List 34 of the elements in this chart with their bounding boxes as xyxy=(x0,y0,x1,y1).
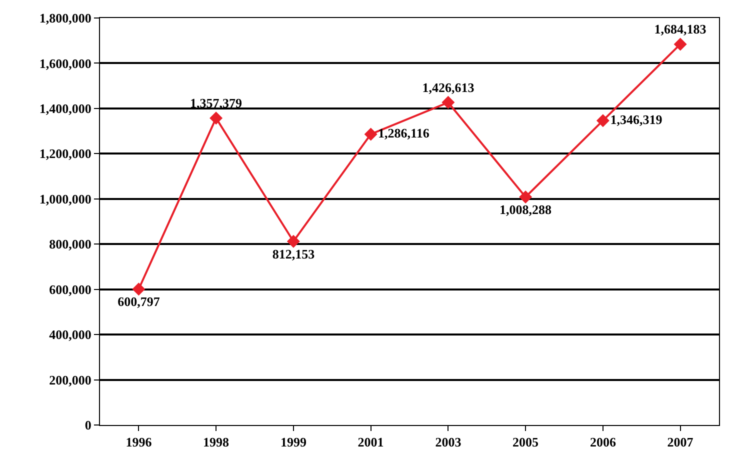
point xyxy=(442,96,455,109)
point xyxy=(519,190,532,204)
point xyxy=(364,128,378,141)
x-tick-label: 1998 xyxy=(203,434,230,450)
point xyxy=(674,38,687,51)
x-tick-label: 1999 xyxy=(280,434,307,450)
point xyxy=(132,282,146,296)
y-tick-label: 1,200,000 xyxy=(39,146,92,162)
x-tick-label: 2003 xyxy=(435,434,462,450)
x-tick-label: 2005 xyxy=(512,434,540,450)
point xyxy=(596,114,610,128)
data-label: 1,346,319 xyxy=(610,112,663,127)
point xyxy=(286,234,300,248)
data-label: 600,797 xyxy=(118,294,160,310)
x-tick-label: 2001 xyxy=(358,434,384,450)
data-label: 1,426,613 xyxy=(422,80,475,95)
y-tick-label: 0 xyxy=(84,418,92,433)
x-tick-label: 1996 xyxy=(126,434,152,450)
y-tick-label: 600,000 xyxy=(49,282,92,297)
y-tick-label: 200,000 xyxy=(49,372,92,388)
x-tick-label: 2007 xyxy=(667,434,694,450)
data-label: 1,286,116 xyxy=(378,125,430,140)
data-label: 1,684,183 xyxy=(654,22,707,37)
y-tick-label: 1,800,000 xyxy=(39,10,92,26)
y-tick-label: 400,000 xyxy=(49,327,92,342)
point xyxy=(210,112,223,125)
data-label: 1,357,379 xyxy=(190,96,243,111)
data-label: 1,008,288 xyxy=(500,202,552,218)
y-tick-label: 1,000,000 xyxy=(39,191,92,206)
data-label: 812,153 xyxy=(272,246,316,262)
x-tick-label: 2006 xyxy=(590,434,616,450)
y-tick-label: 1,600,000 xyxy=(39,56,92,71)
y-tick-label: 800,000 xyxy=(49,236,92,252)
y-tick-label: 1,400,000 xyxy=(39,100,92,116)
